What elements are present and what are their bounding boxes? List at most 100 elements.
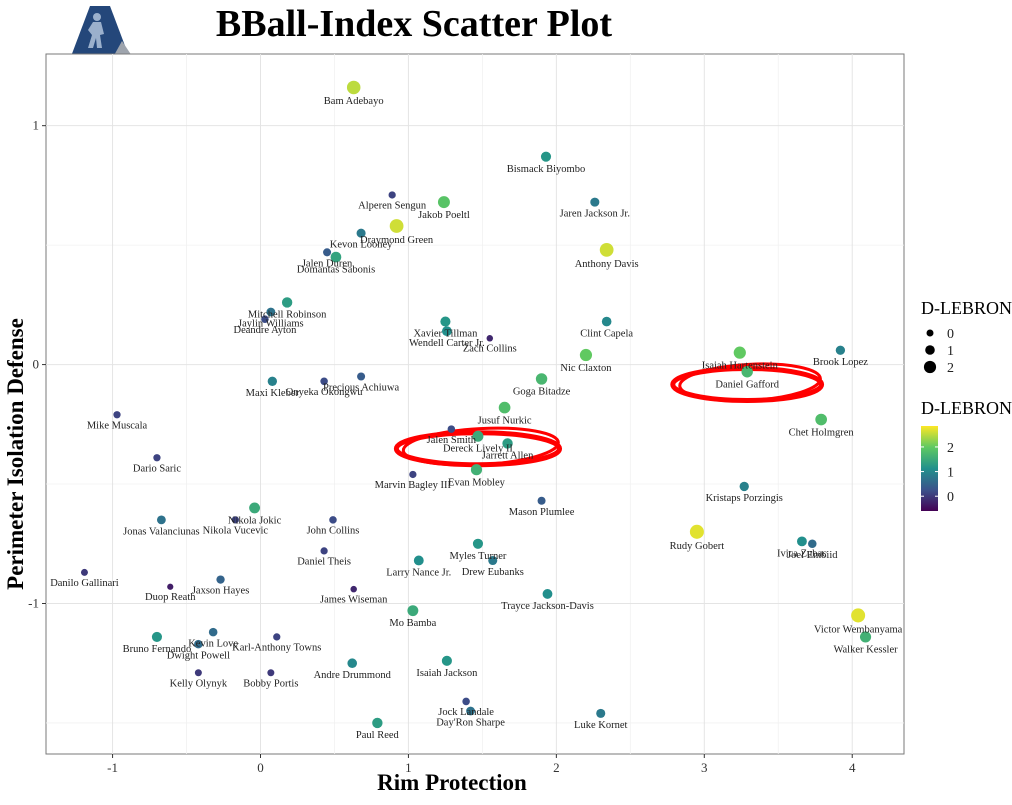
data-point <box>357 372 366 381</box>
data-point <box>815 413 827 426</box>
data-point <box>579 348 593 362</box>
data-point <box>599 243 614 257</box>
size-legend-title: D-LEBRON <box>921 298 1012 318</box>
point-labels: Bam Adebayo Bismack Biyombo Alperen Sengun… <box>50 96 902 741</box>
x-tick-label: 2 <box>553 760 560 775</box>
data-point <box>590 197 600 207</box>
data-point <box>535 373 548 385</box>
data-point <box>741 366 753 378</box>
data-point <box>208 627 218 637</box>
y-tick-label: -1 <box>28 595 39 610</box>
point-label: Bismack Biyombo <box>507 164 585 175</box>
color-legend-title: D-LEBRON <box>921 398 1012 418</box>
color-legend: D-LEBRON 2 1 0 <box>921 398 1012 511</box>
data-point <box>601 316 612 327</box>
point-label: Drew Eubanks <box>462 567 524 578</box>
color-legend-label: 2 <box>947 441 954 456</box>
point-label: Mike Muscala <box>87 420 148 431</box>
point-label: Day'Ron Sharpe <box>436 717 505 728</box>
size-legend-dot <box>926 329 934 337</box>
data-point <box>502 438 513 449</box>
size-legend-label: 1 <box>947 344 954 359</box>
data-point <box>267 376 278 386</box>
data-point <box>447 425 456 433</box>
data-point <box>320 547 328 555</box>
data-point <box>498 401 511 414</box>
data-point <box>441 655 452 666</box>
data-point <box>466 706 475 716</box>
point-label: Brook Lopez <box>813 357 868 368</box>
data-point <box>689 524 704 539</box>
data-point <box>267 669 275 677</box>
point-label: Jusuf Nurkic <box>478 415 532 426</box>
data-point <box>153 454 161 462</box>
point-label: Jock Landale <box>438 707 494 718</box>
data-point <box>413 555 424 566</box>
size-legend-dot <box>925 345 935 355</box>
point-label: Alperen Sengun <box>358 201 427 212</box>
point-label: Bam Adebayo <box>324 96 384 107</box>
data-point <box>323 248 332 257</box>
point-label: Domantas Sabonis <box>297 264 375 275</box>
data-point <box>194 669 202 677</box>
point-label: Jaren Jackson Jr. <box>560 209 630 220</box>
point-label: Rudy Gobert <box>670 541 725 552</box>
point-label: Joel Embiid <box>787 550 838 561</box>
x-axis-label: Rim Protection <box>377 770 527 795</box>
data-point <box>835 345 846 355</box>
point-label: Draymond Green <box>360 235 434 246</box>
size-legend: D-LEBRON 0 1 2 <box>921 298 1012 376</box>
data-point <box>859 631 872 643</box>
chart-title: BBall-Index Scatter Plot <box>216 3 613 45</box>
data-point <box>216 575 225 584</box>
point-label: Zach Collins <box>463 344 517 355</box>
data-point <box>540 151 552 162</box>
y-tick-label: 0 <box>33 357 40 372</box>
point-label: Jalen Duren <box>302 258 353 269</box>
size-legend-items: 0 1 2 <box>923 327 954 376</box>
data-point <box>113 411 121 419</box>
highlight-circle-stroke <box>678 362 822 403</box>
data-point <box>462 697 470 706</box>
point-label: Nikola Vucevic <box>203 526 269 537</box>
point-label: Jalen Smith <box>427 435 477 446</box>
point-label: Isaiah Jackson <box>416 668 478 679</box>
data-point <box>537 496 546 505</box>
data-points <box>80 80 872 729</box>
point-label: Kevin Love <box>188 638 238 649</box>
data-point <box>407 605 419 617</box>
point-label: Xavier Tillman <box>413 329 478 340</box>
point-label: Jonas Valanciunas <box>123 526 200 537</box>
plot-panel <box>45 53 905 755</box>
data-point <box>388 191 396 199</box>
point-label: Ivica Zubac <box>777 548 827 559</box>
point-label: Kelly Olynyk <box>170 678 228 689</box>
data-point <box>808 539 817 549</box>
point-label: Jaylin Williams <box>238 318 304 329</box>
data-point <box>281 297 293 308</box>
point-label: Trayce Jackson-Davis <box>501 601 594 612</box>
point-label: Karl-Anthony Towns <box>232 643 321 654</box>
x-tick-label: 4 <box>849 760 856 775</box>
data-point <box>440 316 451 327</box>
data-point <box>470 464 483 476</box>
data-point <box>273 633 281 641</box>
data-point <box>167 583 174 590</box>
point-label: Daniel Gafford <box>715 379 779 390</box>
data-point <box>372 717 383 729</box>
point-label: Mitchell Robinson <box>248 310 327 321</box>
size-legend-dot <box>923 360 937 374</box>
y-tick-label: 1 <box>33 118 40 133</box>
color-legend-label: 1 <box>947 466 954 481</box>
x-tick-label: 3 <box>701 760 708 775</box>
color-bar <box>921 426 938 511</box>
data-point <box>409 470 417 479</box>
axis-ticks: -1 0 1 2 3 4 1 0 -1 <box>28 118 856 775</box>
point-label: Jaxson Hayes <box>192 586 249 597</box>
data-point <box>249 502 261 514</box>
point-label: Danilo Gallinari <box>50 578 119 589</box>
data-point <box>486 335 494 342</box>
color-legend-label: 0 <box>947 490 954 505</box>
point-label: John Collins <box>307 526 360 537</box>
